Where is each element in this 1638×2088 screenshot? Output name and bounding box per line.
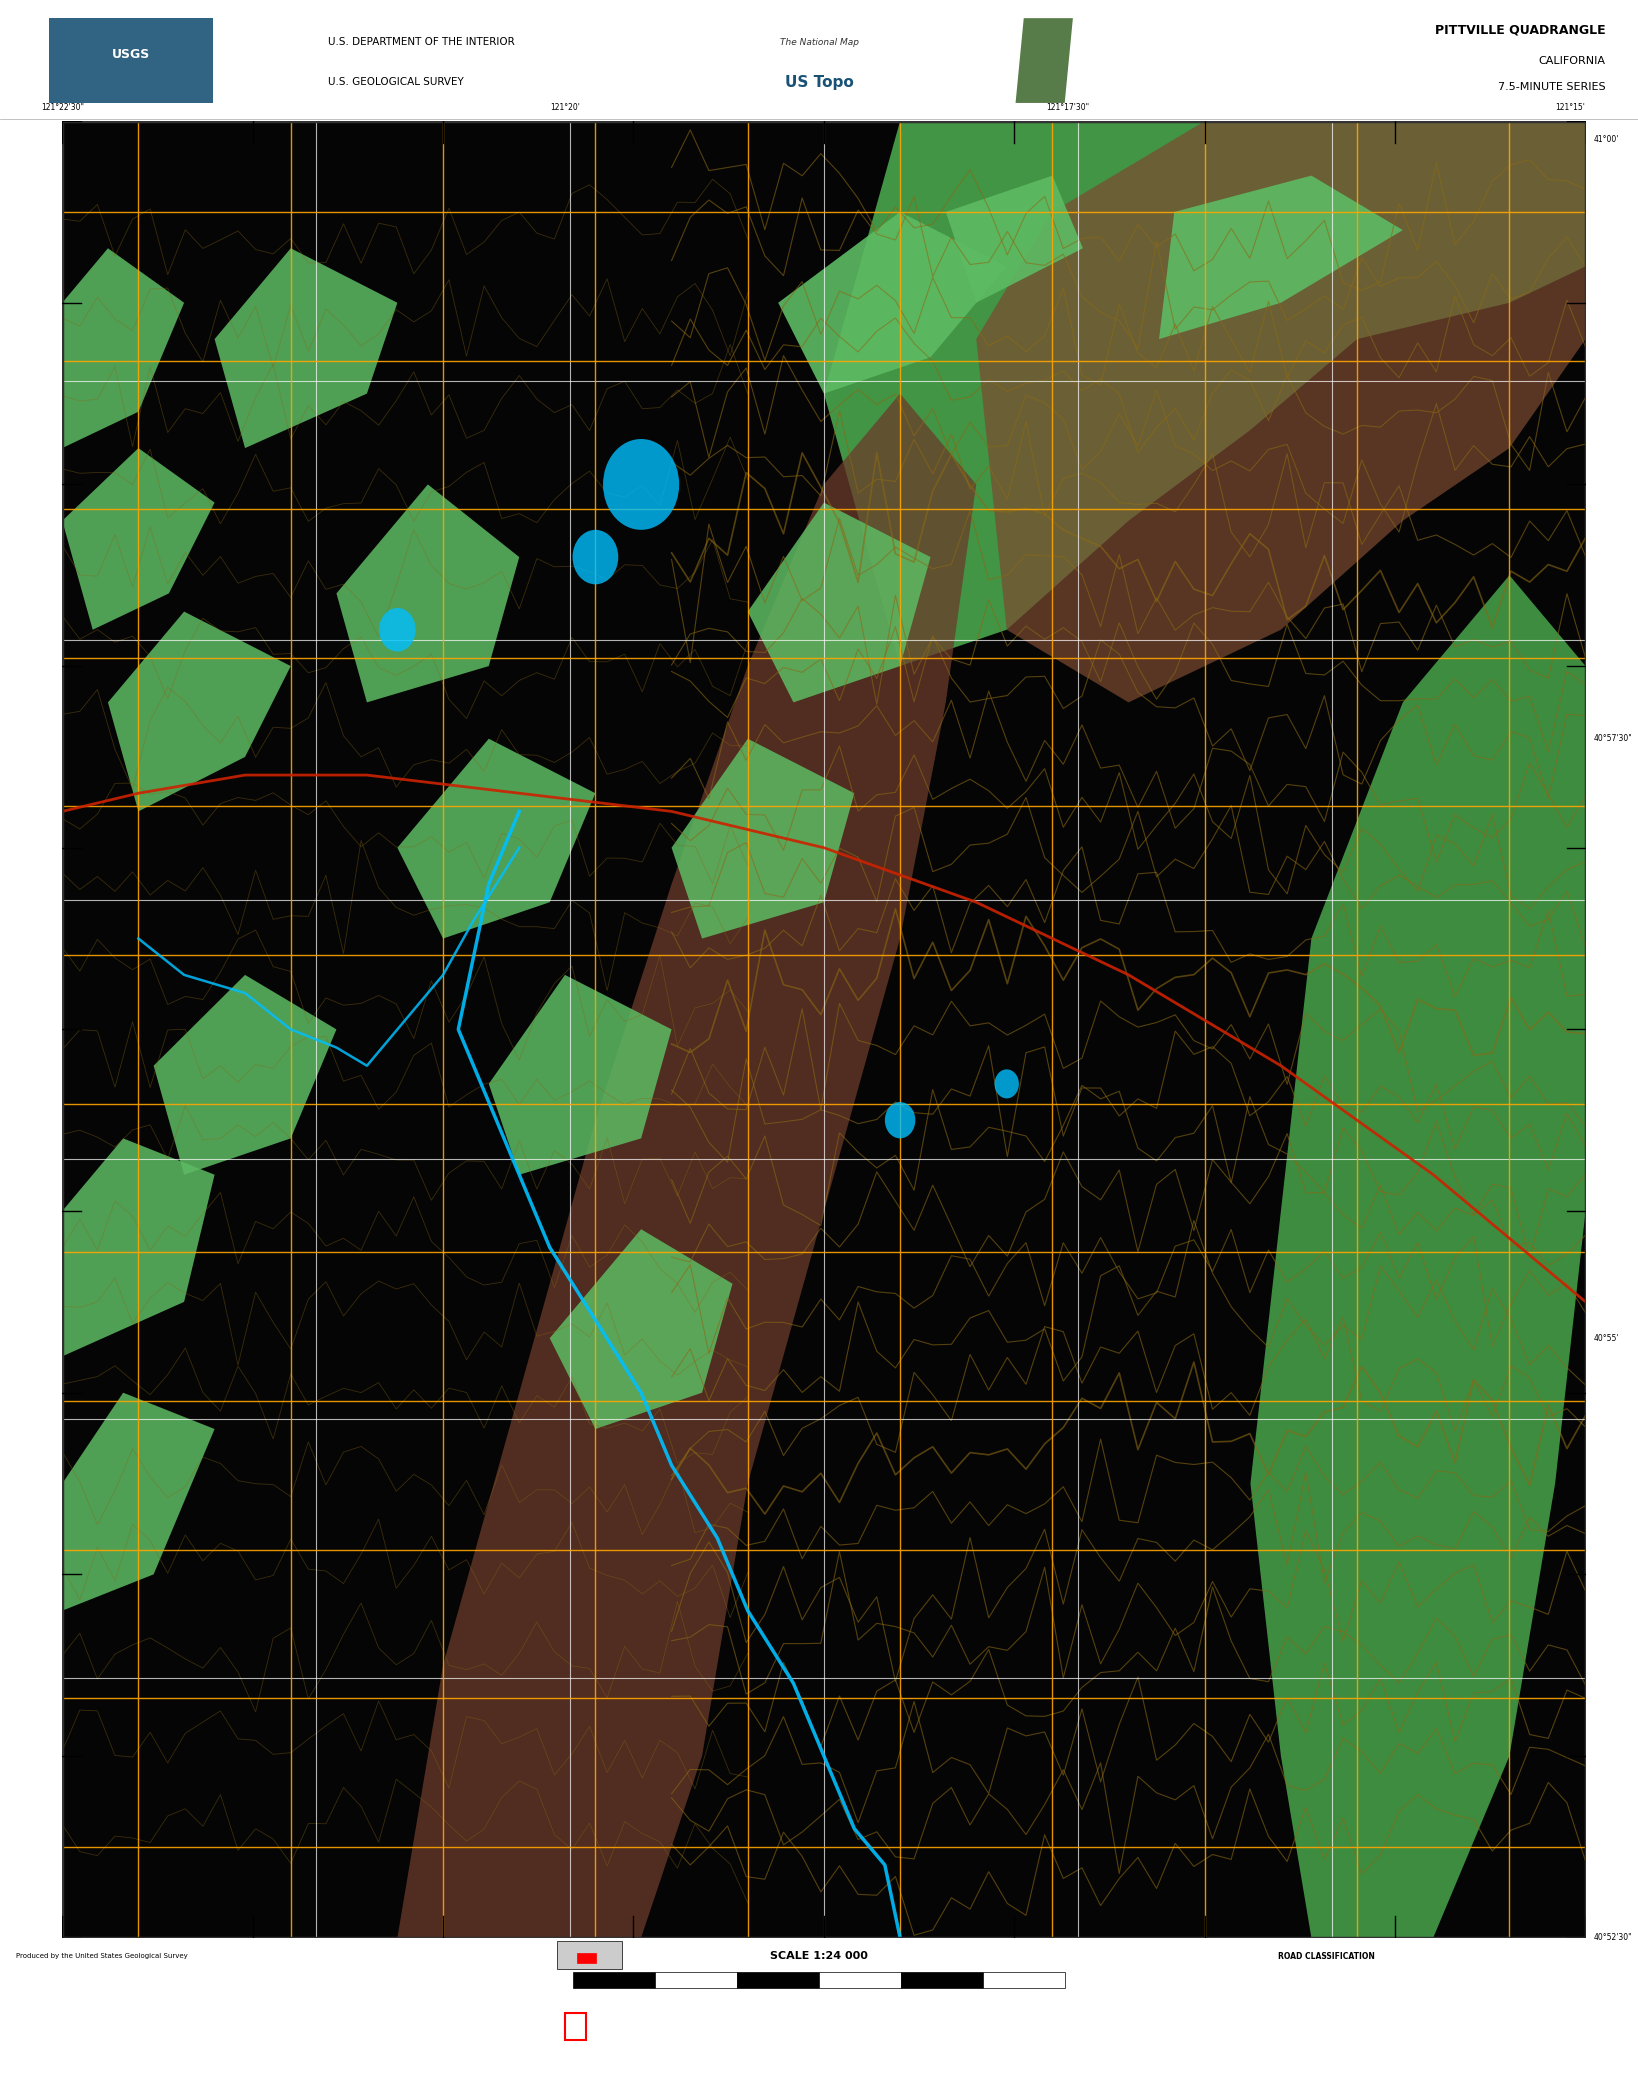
Polygon shape [488, 975, 672, 1176]
Text: USGS: USGS [111, 48, 151, 61]
Text: U.S. DEPARTMENT OF THE INTERIOR: U.S. DEPARTMENT OF THE INTERIOR [328, 38, 514, 48]
Text: CALIFORNIA: CALIFORNIA [1538, 56, 1605, 65]
Text: 121°17'30": 121°17'30" [1047, 102, 1089, 113]
Text: 7.5-MINUTE SERIES: 7.5-MINUTE SERIES [1497, 81, 1605, 92]
Text: US Topo: US Topo [785, 75, 853, 90]
Polygon shape [62, 1138, 215, 1357]
Text: Produced by the United States Geological Survey: Produced by the United States Geological… [16, 1954, 188, 1959]
Text: 41°00': 41°00' [1594, 136, 1618, 144]
Polygon shape [215, 248, 398, 449]
Bar [573, 1971, 655, 1988]
Text: 40°57'30": 40°57'30" [1594, 735, 1631, 743]
Bar [737, 1971, 819, 1988]
Bar [819, 1971, 901, 1988]
Text: 121°15': 121°15' [1556, 102, 1586, 113]
Bar [577, 1954, 596, 1963]
Circle shape [994, 1069, 1019, 1098]
Polygon shape [154, 975, 336, 1176]
Bar [49, 19, 213, 102]
Circle shape [885, 1102, 916, 1138]
Text: U.S. GEOLOGICAL SURVEY: U.S. GEOLOGICAL SURVEY [328, 77, 464, 88]
Polygon shape [778, 213, 1007, 393]
Polygon shape [747, 503, 930, 702]
Bar [983, 1971, 1065, 1988]
Bar [1623, 2000, 1627, 2088]
Bar [655, 1971, 737, 1988]
Bar [1594, 2000, 1597, 2088]
Bar [1613, 2000, 1617, 2088]
Text: PITTVILLE QUADRANGLE: PITTVILLE QUADRANGLE [1435, 23, 1605, 38]
Polygon shape [945, 175, 1083, 303]
Polygon shape [1160, 175, 1402, 338]
Text: 40°55': 40°55' [1594, 1334, 1618, 1343]
Polygon shape [824, 121, 1586, 666]
Polygon shape [550, 1230, 732, 1428]
Polygon shape [976, 121, 1586, 702]
Polygon shape [672, 739, 855, 940]
Polygon shape [398, 393, 976, 1938]
Bar [1599, 2000, 1602, 2088]
Text: 40°52'30": 40°52'30" [1594, 1933, 1631, 1942]
Circle shape [603, 438, 680, 530]
Polygon shape [62, 449, 215, 631]
Text: 121°20': 121°20' [550, 102, 580, 113]
Bar [901, 1971, 983, 1988]
Polygon shape [1250, 574, 1586, 1938]
Bar [1618, 2000, 1622, 2088]
Polygon shape [62, 1393, 215, 1610]
Bar [1604, 2000, 1607, 2088]
Bar [1589, 2000, 1592, 2088]
Bar [1609, 2000, 1612, 2088]
Polygon shape [398, 739, 596, 940]
Text: ROAD CLASSIFICATION: ROAD CLASSIFICATION [1278, 1952, 1374, 1961]
Polygon shape [1016, 19, 1073, 102]
Polygon shape [62, 248, 183, 449]
Bar [565, 2013, 586, 2040]
Circle shape [378, 608, 416, 651]
Text: SCALE 1:24 000: SCALE 1:24 000 [770, 1952, 868, 1961]
Bar [557, 1942, 622, 1969]
Text: 121°22'30": 121°22'30" [41, 102, 84, 113]
Polygon shape [108, 612, 292, 812]
Polygon shape [336, 484, 519, 702]
Circle shape [573, 530, 618, 585]
Text: The National Map: The National Map [780, 38, 858, 46]
